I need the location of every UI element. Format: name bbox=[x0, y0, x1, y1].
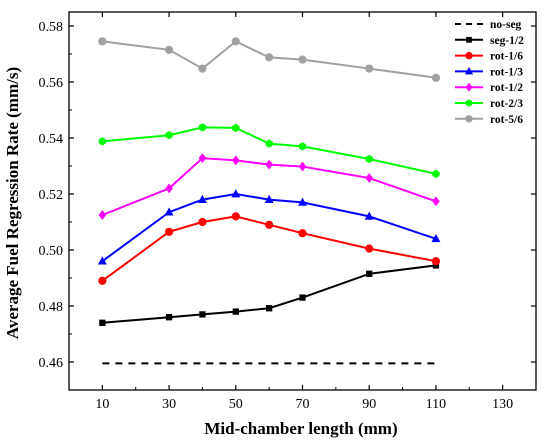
data-point-seg-1-2 bbox=[232, 308, 239, 315]
data-point-rot-1-3 bbox=[364, 211, 374, 220]
data-point-rot-1-2 bbox=[365, 173, 374, 183]
series-line-rot-2-3 bbox=[102, 126, 437, 175]
series-line-rot-1-6 bbox=[101, 215, 437, 282]
data-point-rot-1-3 bbox=[264, 194, 274, 203]
legend-item-rot-2-3: rot-2/3 bbox=[455, 98, 523, 110]
data-point-rot-5-6 bbox=[164, 45, 174, 54]
data-point-seg-1-2 bbox=[299, 294, 306, 301]
data-point-rot-1-6 bbox=[265, 220, 274, 229]
data-point-rot-5-6 bbox=[265, 53, 274, 62]
legend-label: no-seg bbox=[490, 19, 522, 31]
legend-item-rot-1-3: rot-1/3 bbox=[455, 66, 523, 78]
legend-item-seg-1-2: seg-1/2 bbox=[455, 35, 524, 47]
legend-item-rot-1-6: rot-1/6 bbox=[455, 51, 523, 63]
legend-label: rot-2/3 bbox=[490, 98, 523, 110]
data-point-rot-2-3 bbox=[432, 169, 440, 178]
legend-swatch-marker bbox=[466, 36, 472, 43]
data-point-rot-1-3 bbox=[231, 189, 241, 198]
data-point-rot-1-2 bbox=[165, 183, 173, 194]
legend: no-seg seg-1/2 rot-1/6 rot-1/3 rot-1/2 rot-2/… bbox=[455, 19, 524, 126]
x-tick-label: 90 bbox=[362, 397, 376, 412]
data-point-rot-1-2 bbox=[231, 155, 240, 166]
data-point-rot-1-6 bbox=[198, 217, 207, 227]
data-point-rot-1-6 bbox=[164, 227, 174, 236]
legend-label: rot-1/2 bbox=[490, 82, 523, 94]
data-point-rot-5-6 bbox=[231, 37, 240, 46]
legend-item-rot-1-2: rot-1/2 bbox=[455, 82, 523, 94]
series-line-rot-1-2 bbox=[101, 157, 437, 216]
data-point-rot-1-3 bbox=[298, 197, 307, 206]
data-point-seg-1-2 bbox=[265, 305, 273, 312]
data-point-seg-1-2 bbox=[99, 319, 106, 326]
legend-swatch-marker bbox=[465, 115, 473, 123]
data-point-rot-1-6 bbox=[98, 276, 107, 285]
data-point-rot-5-6 bbox=[98, 37, 107, 46]
y-tick-label: 0.52 bbox=[39, 188, 64, 203]
series-markers bbox=[97, 37, 441, 326]
x-tick-label: 130 bbox=[492, 397, 513, 412]
legend-label: seg-1/2 bbox=[490, 35, 524, 47]
series-line-rot-5-6 bbox=[102, 40, 437, 79]
y-tick-label: 0.50 bbox=[39, 244, 64, 259]
x-axis-title: Mid-chamber length (mm) bbox=[204, 419, 397, 438]
series-line-seg-1-2 bbox=[102, 264, 437, 324]
data-point-rot-1-3 bbox=[431, 233, 441, 243]
y-tick-label: 0.58 bbox=[39, 20, 64, 35]
series-lines bbox=[101, 40, 437, 365]
y-tick-label: 0.54 bbox=[39, 132, 64, 147]
y-axis-title: Average Fuel Regression Rate (mm/s) bbox=[3, 67, 22, 339]
legend-swatch-marker bbox=[464, 67, 474, 75]
data-point-rot-1-6 bbox=[231, 212, 240, 221]
data-point-rot-1-6 bbox=[365, 244, 374, 253]
legend-swatch-marker bbox=[465, 51, 473, 60]
x-tick-label: 10 bbox=[95, 397, 109, 412]
data-point-rot-5-6 bbox=[298, 55, 307, 64]
data-point-seg-1-2 bbox=[199, 311, 206, 318]
data-point-rot-5-6 bbox=[198, 64, 207, 73]
data-point-rot-1-3 bbox=[197, 194, 207, 203]
x-tick-label: 70 bbox=[296, 397, 310, 412]
legend-label: rot-1/6 bbox=[490, 51, 523, 63]
x-axis-ticks: 10 30 50 70 90 110 130 bbox=[95, 12, 513, 412]
x-tick-label: 110 bbox=[426, 397, 446, 412]
legend-swatch-marker bbox=[465, 99, 473, 107]
y-axis-ticks: 0.46 0.48 0.50 0.52 0.54 0.56 0.58 bbox=[39, 20, 536, 371]
data-point-seg-1-2 bbox=[165, 314, 173, 321]
x-tick-label: 50 bbox=[229, 397, 243, 412]
data-point-rot-1-6 bbox=[298, 229, 307, 238]
y-tick-label: 0.46 bbox=[39, 356, 64, 371]
data-point-rot-1-2 bbox=[298, 161, 307, 172]
data-point-seg-1-2 bbox=[366, 270, 373, 277]
series-line-rot-1-3 bbox=[101, 192, 437, 263]
data-point-rot-1-3 bbox=[97, 256, 107, 265]
data-point-rot-1-3 bbox=[164, 207, 174, 216]
legend-swatch-marker bbox=[465, 82, 473, 92]
data-point-rot-2-3 bbox=[365, 154, 373, 164]
x-tick-label: 30 bbox=[162, 397, 176, 412]
data-point-rot-2-3 bbox=[232, 123, 240, 133]
data-point-rot-5-6 bbox=[431, 73, 441, 82]
data-point-rot-1-2 bbox=[98, 210, 107, 220]
data-point-rot-1-2 bbox=[432, 196, 440, 207]
data-point-rot-2-3 bbox=[198, 123, 207, 132]
legend-item-rot-5-6: rot-5/6 bbox=[455, 114, 523, 126]
legend-item-no-seg: no-seg bbox=[455, 19, 522, 31]
data-point-rot-2-3 bbox=[298, 142, 307, 151]
data-point-rot-1-2 bbox=[265, 159, 273, 170]
legend-label: rot-1/3 bbox=[490, 66, 523, 78]
data-point-rot-1-6 bbox=[431, 257, 441, 266]
data-point-rot-2-3 bbox=[98, 137, 106, 146]
data-point-rot-5-6 bbox=[365, 64, 374, 73]
y-tick-label: 0.48 bbox=[39, 300, 64, 315]
legend-label: rot-5/6 bbox=[490, 114, 523, 126]
data-point-rot-2-3 bbox=[265, 139, 273, 148]
y-tick-label: 0.56 bbox=[39, 76, 64, 91]
data-point-rot-1-2 bbox=[198, 153, 207, 164]
data-point-rot-2-3 bbox=[165, 131, 173, 140]
